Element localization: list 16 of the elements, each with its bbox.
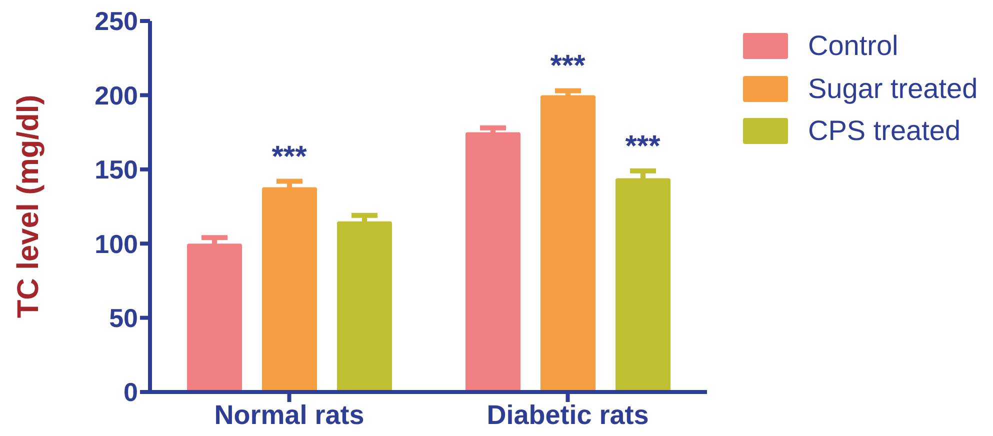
legend-label: Sugar treated <box>808 72 978 104</box>
y-axis-title: TC level (mg/dl) <box>12 94 44 318</box>
y-tick-label: 100 <box>94 228 138 259</box>
y-tick-label: 0 <box>124 377 138 408</box>
y-tick-label: 200 <box>94 80 138 110</box>
y-tick-label: 250 <box>94 6 138 36</box>
annotation: *** <box>272 140 308 174</box>
y-tick-label: 50 <box>109 303 138 334</box>
annotation: *** <box>625 130 661 163</box>
y-tick-label: 150 <box>94 154 138 185</box>
x-tick-label: Normal rats <box>214 400 364 430</box>
bar <box>466 132 520 392</box>
annotation: *** <box>550 50 586 83</box>
legend-label: CPS treated <box>808 115 961 146</box>
x-tick-label: Diabetic rats <box>486 400 649 430</box>
legend-label: Control <box>808 30 898 62</box>
